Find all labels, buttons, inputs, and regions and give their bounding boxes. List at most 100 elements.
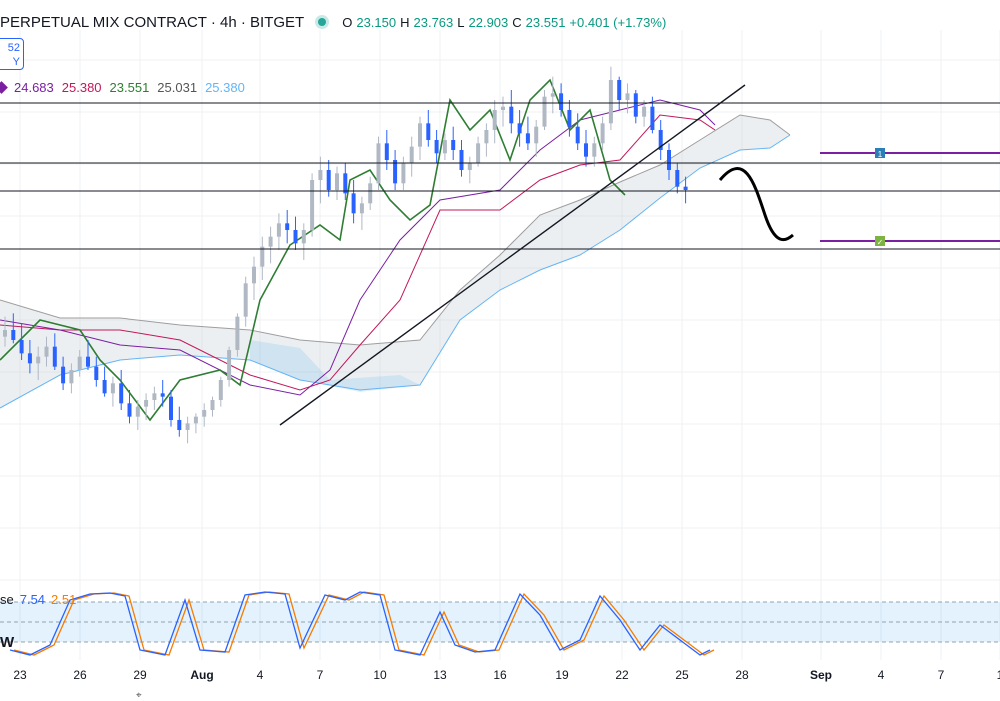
candle-body-1	[11, 330, 16, 340]
ichimoku-cloud	[0, 114, 791, 409]
candle-body-57	[476, 143, 481, 164]
candle-body-40	[335, 173, 339, 190]
candle-body-28	[235, 316, 240, 350]
candle-body-60	[501, 106, 505, 110]
diamond-icon	[0, 81, 8, 94]
candle-body-8	[69, 370, 74, 384]
candle-body-25	[210, 400, 215, 410]
stoch-legend[interactable]: se 7.54 2.51	[0, 592, 82, 607]
ichimoku-legend[interactable]: 24.683 25.380 23.551 25.031 25.380	[0, 80, 253, 95]
time-label: 19	[555, 668, 569, 682]
candle-body-50	[418, 123, 422, 147]
stoch-k-line	[9, 591, 711, 656]
candle-body-30	[252, 266, 256, 284]
time-label: 28	[735, 668, 749, 682]
candle-body-76	[633, 93, 638, 117]
drawings[interactable]: 1✓	[0, 84, 1000, 426]
candle-body-69	[575, 126, 580, 144]
ichi-val-3: 25.031	[157, 80, 198, 95]
candle-body-42	[351, 193, 356, 214]
time-label: 22	[615, 668, 629, 682]
candle-body-36	[301, 230, 306, 244]
time-label: 7	[937, 668, 945, 682]
crosshair-icon[interactable]: ⌖	[136, 690, 142, 701]
ohlc-values: O 23.150 H 23.763 L 22.903 C 23.551 +0.401 (+1.7…	[342, 15, 667, 30]
candle-body-75	[625, 93, 630, 100]
candle-body-18	[152, 393, 157, 400]
candle-body-24	[202, 410, 207, 417]
candle-body-43	[359, 203, 364, 214]
stoch-name: se	[0, 592, 14, 607]
target-marker-2-label: ✓	[877, 238, 884, 247]
indicator-lines	[0, 78, 716, 422]
candle-body-35	[293, 230, 298, 244]
symbol-title[interactable]: PERPETUAL MIX CONTRACT · 4h · BITGET	[0, 14, 305, 31]
time-label: 4	[877, 668, 885, 682]
candle-body-34	[285, 223, 290, 230]
ichi-val-4: 25.380	[205, 80, 245, 95]
kijun-line	[0, 114, 716, 391]
candle-body-59	[492, 110, 497, 130]
candle-body-4	[36, 356, 41, 364]
candle-body-17	[144, 400, 149, 407]
candle-body-15	[127, 403, 132, 417]
candle-body-44	[368, 183, 373, 204]
candle-body-16	[135, 406, 140, 417]
candle-body-37	[310, 180, 315, 230]
time-label: 26	[73, 668, 87, 682]
candle-body-51	[426, 123, 431, 140]
target-marker-2	[875, 236, 885, 246]
candle-body-77	[642, 106, 647, 117]
stoch-k: 7.54	[19, 592, 46, 607]
time-label: Aug	[190, 668, 214, 682]
time-label: 4	[256, 668, 264, 682]
candle-body-66	[550, 93, 555, 97]
candle-body-72	[600, 123, 605, 144]
price-badge[interactable]: 52 Y	[0, 38, 24, 70]
tenkan-line	[0, 99, 716, 396]
senkou-a-line	[0, 134, 791, 409]
candle-body-54	[451, 140, 456, 150]
change-value: +0.401 (+1.73%)	[569, 15, 667, 30]
candle-body-41	[343, 173, 348, 194]
stoch-d: 2.51	[51, 592, 77, 607]
candle-body-11	[94, 366, 99, 380]
candle-body-48	[401, 163, 406, 184]
grid-lines	[0, 30, 1000, 660]
candle-body-58	[484, 130, 489, 144]
candle-body-12	[102, 380, 107, 394]
candle-body-63	[525, 133, 530, 144]
candle-body-49	[409, 146, 414, 164]
time-axis[interactable]: 23 26 29 Aug 4 7 10 13 16 19 22 25 28 Sep 4 7 1	[0, 668, 1000, 688]
time-label: 23	[13, 668, 27, 682]
candle-body-7	[61, 366, 66, 384]
candle-body-79	[658, 130, 663, 150]
candle-body-65	[542, 96, 547, 127]
candle-body-21	[177, 420, 182, 430]
candle-body-68	[567, 110, 572, 127]
candle-body-53	[442, 140, 447, 154]
candle-body-55	[459, 150, 464, 170]
ichi-val-2: 23.551	[109, 80, 150, 95]
candle-body-33	[276, 223, 281, 237]
projection-curve	[718, 167, 794, 242]
time-label: 13	[433, 668, 447, 682]
candle-body-52	[434, 140, 439, 154]
candle-body-6	[52, 346, 57, 367]
time-label: 10	[373, 668, 387, 682]
candle-body-22	[185, 423, 190, 430]
candle-body-0	[3, 330, 7, 337]
senkou-b-line	[0, 114, 791, 346]
left-marker: W	[0, 634, 15, 651]
candle-body-27	[227, 350, 232, 380]
candle-body-10	[86, 356, 90, 367]
candle-body-71	[592, 143, 597, 157]
candle-body-3	[27, 353, 32, 364]
candle-body-38	[318, 170, 323, 180]
time-label: 16	[493, 668, 507, 682]
candle-body-64	[534, 126, 539, 144]
candle-body-80	[667, 150, 671, 170]
time-label: 25	[675, 668, 689, 682]
candle-body-67	[559, 93, 564, 110]
